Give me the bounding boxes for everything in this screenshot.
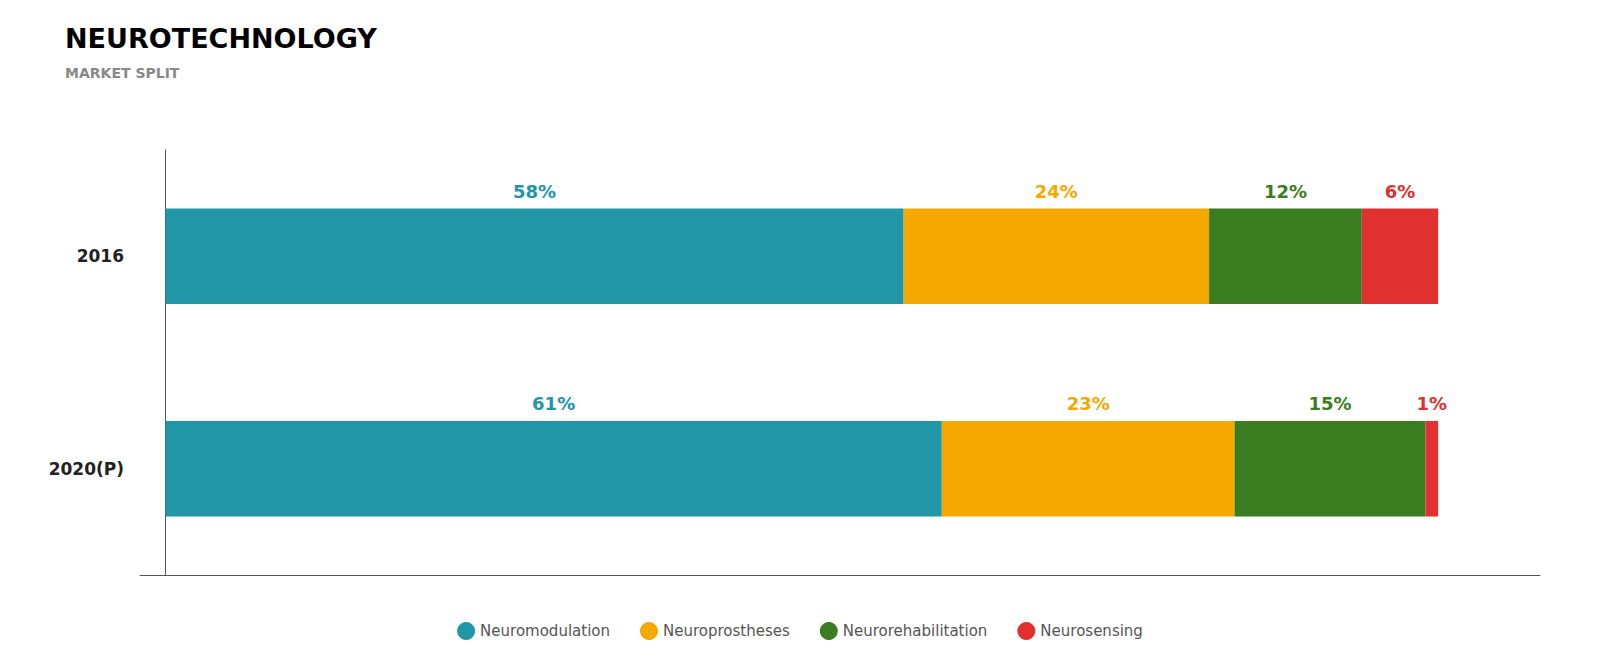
svg-text:15%: 15% xyxy=(1308,393,1351,414)
svg-text:6%: 6% xyxy=(1385,181,1416,202)
svg-text:23%: 23% xyxy=(1067,393,1110,414)
svg-text:61%: 61% xyxy=(532,393,575,414)
svg-text:MARKET SPLIT: MARKET SPLIT xyxy=(65,65,180,81)
svg-text:12%: 12% xyxy=(1264,181,1307,202)
svg-text:2020(P): 2020(P) xyxy=(49,459,124,479)
svg-text:58%: 58% xyxy=(513,181,556,202)
svg-text:Neuromodulation: Neuromodulation xyxy=(480,622,610,640)
svg-text:2016: 2016 xyxy=(77,246,124,266)
svg-text:NEUROTECHNOLOGY: NEUROTECHNOLOGY xyxy=(65,23,377,54)
svg-text:Neuroprostheses: Neuroprostheses xyxy=(663,622,790,640)
svg-text:24%: 24% xyxy=(1035,181,1078,202)
svg-text:Neurorehabilitation: Neurorehabilitation xyxy=(843,622,988,640)
svg-text:1%: 1% xyxy=(1417,393,1448,414)
svg-text:Neurosensing: Neurosensing xyxy=(1040,622,1143,640)
